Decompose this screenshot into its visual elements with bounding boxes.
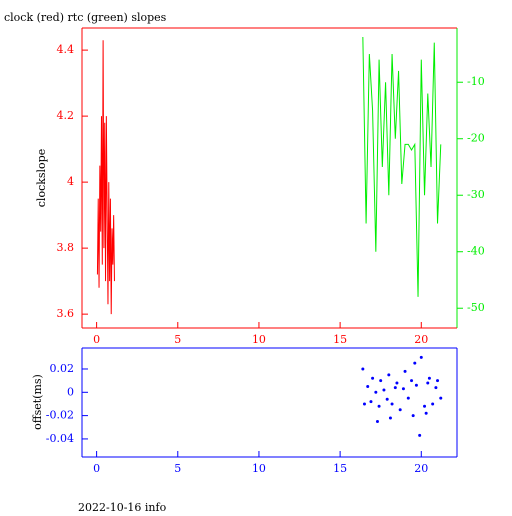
data-point bbox=[439, 396, 443, 400]
data-point bbox=[426, 381, 430, 385]
y-tick-label: 3.6 bbox=[57, 307, 75, 320]
x-tick-label: 5 bbox=[174, 462, 181, 475]
y-tick-label: 4 bbox=[67, 175, 74, 188]
y-tick-label: -0.02 bbox=[46, 409, 74, 422]
y-tick-label: 0 bbox=[67, 385, 74, 398]
data-point bbox=[362, 402, 366, 406]
data-point bbox=[418, 433, 422, 437]
x-tick-label: 5 bbox=[174, 333, 181, 346]
x-tick-label: 0 bbox=[93, 462, 100, 475]
data-point bbox=[410, 379, 414, 383]
data-point bbox=[371, 376, 375, 380]
data-point bbox=[413, 361, 417, 365]
data-point bbox=[377, 404, 381, 408]
data-point bbox=[427, 376, 431, 380]
data-line bbox=[96, 40, 115, 315]
data-point bbox=[382, 388, 386, 392]
data-point bbox=[375, 419, 379, 423]
data-line bbox=[362, 37, 442, 297]
x-tick-label: 20 bbox=[414, 462, 428, 475]
data-point bbox=[436, 379, 440, 383]
data-point bbox=[379, 379, 383, 383]
data-point bbox=[385, 397, 389, 401]
y2-tick-label: -40 bbox=[467, 245, 485, 258]
y-tick-label: 3.8 bbox=[57, 241, 75, 254]
data-point bbox=[393, 386, 397, 390]
y2-tick-label: -10 bbox=[467, 75, 485, 88]
x-tick-label: 10 bbox=[252, 333, 266, 346]
y-tick-label: 4.2 bbox=[57, 109, 75, 122]
data-point bbox=[395, 381, 399, 385]
data-point bbox=[411, 414, 415, 418]
data-point bbox=[424, 411, 428, 415]
x-tick-label: 15 bbox=[333, 333, 347, 346]
y2-tick-label: -50 bbox=[467, 301, 485, 314]
x-tick-label: 10 bbox=[252, 462, 266, 475]
data-point bbox=[419, 355, 423, 359]
data-point bbox=[414, 383, 418, 387]
data-point bbox=[366, 384, 370, 388]
data-point bbox=[390, 402, 394, 406]
y2-tick-label: -20 bbox=[467, 132, 485, 145]
y2-tick-label: -30 bbox=[467, 188, 485, 201]
data-point bbox=[406, 396, 410, 400]
x-tick-label: 20 bbox=[414, 333, 428, 346]
data-point bbox=[434, 386, 438, 390]
data-point bbox=[431, 402, 435, 406]
data-point bbox=[387, 373, 391, 377]
chart-title: clock (red) rtc (green) slopes bbox=[4, 11, 167, 24]
x-tick-label: 0 bbox=[93, 333, 100, 346]
data-point bbox=[369, 400, 373, 404]
y-axis-label: clockslope bbox=[35, 149, 48, 207]
data-point bbox=[403, 369, 407, 373]
y-tick-label: 0.02 bbox=[50, 362, 75, 375]
y-tick-label: -0.04 bbox=[46, 432, 74, 445]
data-point bbox=[361, 367, 365, 371]
data-point bbox=[388, 416, 392, 420]
data-point bbox=[374, 390, 378, 394]
x-tick-label: 15 bbox=[333, 462, 347, 475]
data-point bbox=[423, 404, 427, 408]
y-axis-label: offset(ms) bbox=[31, 374, 44, 430]
data-point bbox=[398, 408, 402, 412]
y-tick-label: 4.4 bbox=[57, 43, 75, 56]
data-point bbox=[401, 387, 405, 391]
footer: 2022-10-16 info bbox=[78, 501, 167, 512]
